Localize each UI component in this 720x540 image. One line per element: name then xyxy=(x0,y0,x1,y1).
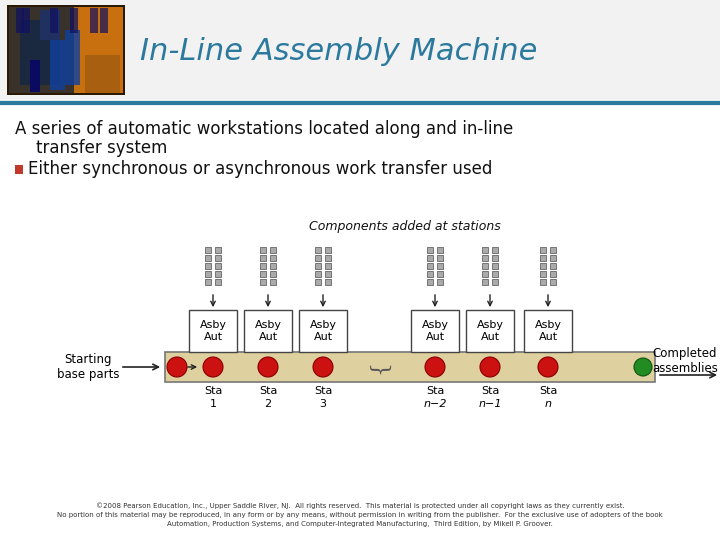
Bar xyxy=(9,7,123,93)
Bar xyxy=(244,310,292,352)
Text: Completed
assemblies: Completed assemblies xyxy=(652,347,718,375)
Text: Sta: Sta xyxy=(481,386,499,396)
Text: Starting
base parts: Starting base parts xyxy=(57,353,120,381)
Bar xyxy=(80,7,123,93)
Text: In-Line Assembly Machine: In-Line Assembly Machine xyxy=(140,37,537,66)
Text: Sta: Sta xyxy=(314,386,332,396)
Circle shape xyxy=(203,357,223,377)
Text: Asby
Aut: Asby Aut xyxy=(310,320,336,342)
Text: Sta: Sta xyxy=(426,386,444,396)
Text: Asby
Aut: Asby Aut xyxy=(477,320,503,342)
Text: 1: 1 xyxy=(210,399,217,409)
Text: Sta: Sta xyxy=(539,386,557,396)
Circle shape xyxy=(538,357,558,377)
Circle shape xyxy=(313,357,333,377)
Bar xyxy=(50,8,58,33)
Text: ©2008 Pearson Education, Inc., Upper Saddle River, NJ.  All rights reserved.  Th: ©2008 Pearson Education, Inc., Upper Sad… xyxy=(57,502,663,527)
Text: n−2: n−2 xyxy=(423,399,446,409)
Bar xyxy=(9,7,123,93)
Text: A series of automatic workstations located along and in-line: A series of automatic workstations locat… xyxy=(15,120,513,138)
Circle shape xyxy=(425,357,445,377)
Text: Components added at stations: Components added at stations xyxy=(309,220,501,233)
Bar xyxy=(90,8,98,33)
Bar xyxy=(0,0,720,103)
Circle shape xyxy=(480,357,500,377)
Text: {: { xyxy=(368,360,390,374)
Bar xyxy=(100,8,108,33)
Circle shape xyxy=(167,357,187,377)
Bar xyxy=(7,5,125,95)
Text: Asby
Aut: Asby Aut xyxy=(254,320,282,342)
Bar xyxy=(65,30,85,85)
Circle shape xyxy=(634,358,652,376)
Bar xyxy=(22,8,30,33)
Bar xyxy=(15,165,23,174)
Bar xyxy=(165,352,655,382)
Text: transfer system: transfer system xyxy=(15,139,167,157)
Bar xyxy=(40,10,60,40)
Bar xyxy=(466,310,514,352)
Bar xyxy=(411,310,459,352)
Bar xyxy=(30,60,40,92)
Bar xyxy=(70,8,78,33)
Text: Sta: Sta xyxy=(204,386,222,396)
Text: Sta: Sta xyxy=(258,386,277,396)
Bar xyxy=(20,20,60,85)
Bar xyxy=(189,310,237,352)
Text: 2: 2 xyxy=(264,399,271,409)
Bar xyxy=(16,8,24,33)
Text: Asby
Aut: Asby Aut xyxy=(199,320,227,342)
Bar xyxy=(85,55,120,93)
Text: 3: 3 xyxy=(320,399,326,409)
Text: Asby
Aut: Asby Aut xyxy=(534,320,562,342)
Text: Either synchronous or asynchronous work transfer used: Either synchronous or asynchronous work … xyxy=(28,160,492,179)
Text: n: n xyxy=(544,399,552,409)
Bar xyxy=(9,7,74,93)
Bar xyxy=(50,40,65,90)
Bar xyxy=(524,310,572,352)
Bar xyxy=(299,310,347,352)
Text: Asby
Aut: Asby Aut xyxy=(421,320,449,342)
Text: n−1: n−1 xyxy=(478,399,502,409)
Circle shape xyxy=(258,357,278,377)
